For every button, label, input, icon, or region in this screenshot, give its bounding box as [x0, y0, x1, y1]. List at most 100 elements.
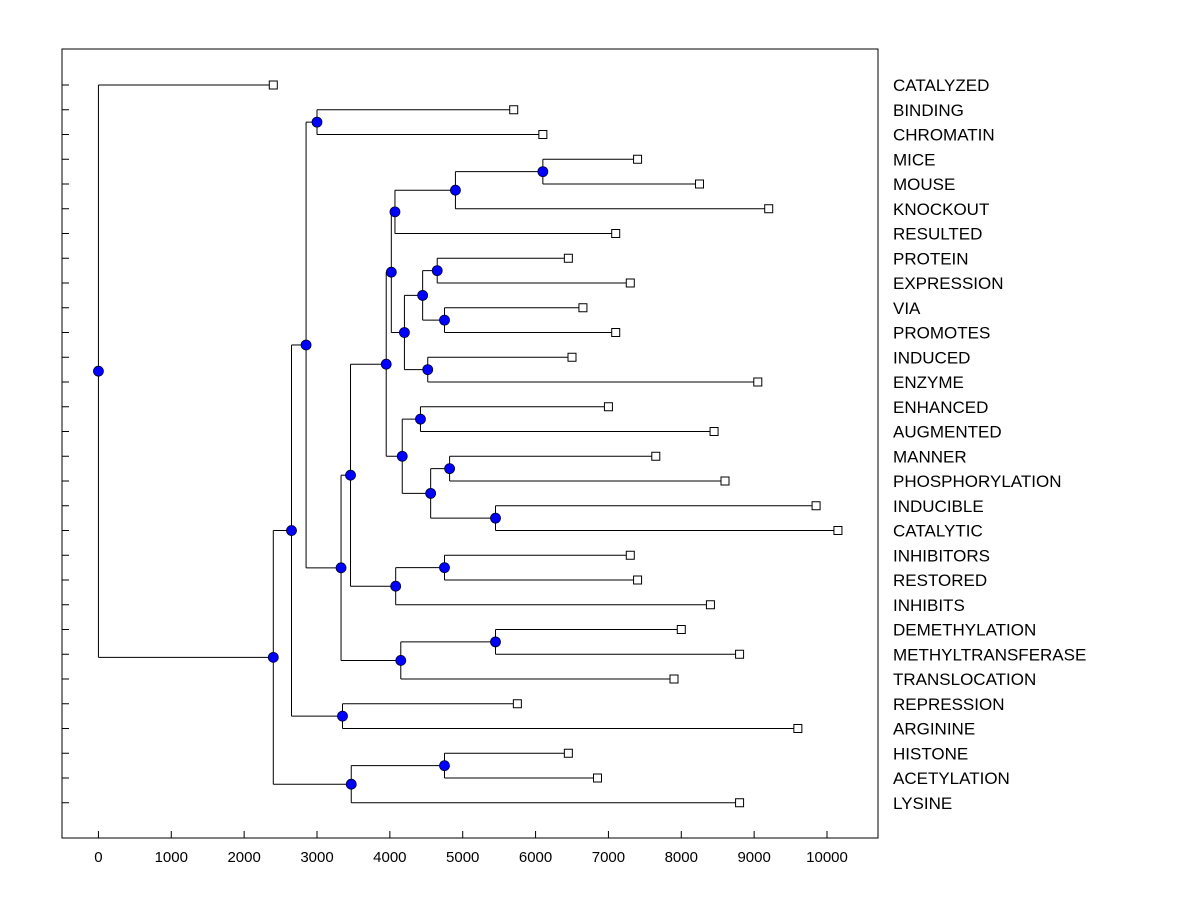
- leaf-label: ENZYME: [893, 373, 964, 392]
- x-tick-label: 5000: [446, 849, 479, 866]
- cluster-node-marker: [415, 413, 426, 425]
- leaf-label: BINDING: [893, 101, 964, 120]
- leaf-marker: [793, 724, 803, 733]
- x-tick-label: 0: [94, 849, 102, 866]
- leaf-label: PROTEIN: [893, 249, 969, 268]
- leaf-label: INDUCIBLE: [893, 497, 984, 516]
- x-tick-label: 10000: [806, 849, 848, 866]
- cluster-node-marker: [286, 525, 297, 536]
- y-tick-marks: [62, 84, 69, 804]
- leaf-label: REPRESSION: [893, 695, 1004, 714]
- leaf-marker: [735, 649, 745, 659]
- leaf-marker: [563, 748, 573, 758]
- leaf-marker: [633, 575, 643, 585]
- x-tick-label: 3000: [300, 849, 333, 866]
- leaf-marker: [811, 501, 821, 511]
- x-tick-label: 1000: [155, 849, 188, 866]
- cluster-node-marker: [337, 710, 348, 722]
- leaf-marker: [625, 278, 635, 288]
- leaf-label: ARGININE: [893, 720, 975, 739]
- cluster-node-marker: [425, 487, 437, 499]
- leaf-label: RESTORED: [893, 571, 987, 590]
- cluster-node-marker: [345, 778, 357, 790]
- leaf-label: INDUCED: [893, 348, 970, 367]
- leaf-label: ENHANCED: [893, 398, 988, 417]
- leaf-marker: [567, 352, 577, 362]
- cluster-node-marker: [311, 116, 323, 128]
- x-axis: 0 1000 2000 3000 4000 5000 6000 7000 8000 9000 100…: [94, 831, 848, 866]
- cluster-node-marker: [417, 289, 429, 301]
- cluster-node-marker: [490, 512, 501, 524]
- leaf-marker: [578, 303, 588, 313]
- leaf-labels: CATALYZED BINDING CHROMATIN MICE MOUSE KNOCKO…: [893, 76, 1086, 813]
- leaf-label: CATALYTIC: [893, 522, 983, 541]
- leaf-marker: [695, 179, 704, 189]
- leaf-label: LYSINE: [893, 794, 952, 813]
- cluster-node-marker: [385, 266, 397, 278]
- cluster-node-marker: [422, 364, 434, 376]
- cluster-node-marker: [300, 339, 312, 351]
- cluster-node-marker: [537, 166, 549, 178]
- leaf-marker: [538, 130, 548, 139]
- leaf-label: DEMETHYLATION: [893, 621, 1036, 640]
- leaf-label: TRANSLOCATION: [893, 670, 1036, 689]
- leaf-label: METHYLTRANSFERASE: [893, 645, 1086, 664]
- leaf-label: INHIBITS: [893, 596, 965, 615]
- leaf-label: AUGMENTED: [893, 423, 1002, 442]
- cluster-node-marker: [389, 206, 401, 218]
- leaf-label: INHIBITORS: [893, 546, 990, 565]
- leaf-marker: [625, 550, 635, 560]
- leaf-label: CHROMATIN: [893, 126, 995, 145]
- leaf-label: CATALYZED: [893, 76, 989, 95]
- cluster-node-marker: [444, 463, 456, 475]
- cluster-node-marker: [439, 760, 450, 772]
- cluster-node-marker: [439, 314, 450, 326]
- cluster-node-marker: [345, 469, 356, 481]
- leaf-marker: [268, 80, 278, 90]
- leaf-label: PHOSPHORYLATION: [893, 472, 1061, 491]
- cluster-node-marker: [450, 184, 461, 196]
- x-tick-label: 7000: [592, 849, 625, 866]
- leaf-markers: [268, 80, 843, 808]
- leaf-label: ACETYLATION: [893, 769, 1010, 788]
- leaf-marker: [603, 402, 613, 412]
- leaf-marker: [651, 451, 661, 461]
- leaf-label: VIA: [893, 299, 921, 318]
- cluster-node-marker: [439, 562, 450, 574]
- x-tick-label: 8000: [665, 849, 698, 866]
- leaf-marker: [753, 377, 763, 387]
- node-markers: [93, 116, 549, 790]
- plot-frame: [61, 48, 879, 839]
- cluster-node-marker: [396, 450, 408, 462]
- cluster-node-marker: [399, 327, 410, 338]
- x-tick-label: 2000: [227, 849, 260, 866]
- cluster-node-marker: [380, 358, 392, 370]
- leaf-marker: [705, 600, 715, 610]
- cluster-node-marker: [431, 265, 443, 277]
- leaf-label: MANNER: [893, 447, 967, 466]
- leaf-label: RESULTED: [893, 225, 982, 244]
- leaf-marker: [833, 526, 843, 535]
- leaf-marker: [764, 204, 774, 214]
- leaf-marker: [633, 154, 643, 164]
- leaf-label: HISTONE: [893, 744, 968, 763]
- cluster-node-marker: [335, 562, 347, 574]
- leaf-marker: [611, 328, 621, 337]
- leaf-marker: [563, 253, 573, 263]
- cluster-node-marker: [395, 655, 407, 666]
- leaf-marker: [611, 229, 621, 238]
- cluster-node-marker: [93, 365, 104, 377]
- leaf-marker: [676, 625, 686, 634]
- x-tick-label: 4000: [373, 849, 406, 866]
- leaf-marker: [720, 476, 730, 486]
- cluster-node-marker: [267, 651, 279, 663]
- leaf-label: MICE: [893, 150, 936, 169]
- leaf-marker: [669, 674, 679, 684]
- leaf-marker: [593, 773, 602, 783]
- leaf-label: KNOCKOUT: [893, 200, 989, 219]
- leaf-label: MOUSE: [893, 175, 955, 194]
- cluster-node-marker: [490, 636, 501, 648]
- leaf-label: PROMOTES: [893, 324, 990, 343]
- leaf-marker: [509, 105, 519, 115]
